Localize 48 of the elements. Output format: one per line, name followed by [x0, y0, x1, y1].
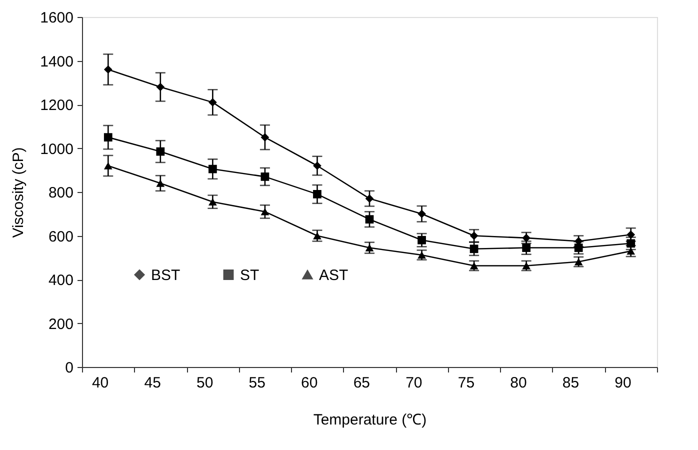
y-tick-label: 1200 [40, 97, 74, 114]
point [365, 194, 374, 203]
x-tick-label: 40 [92, 374, 109, 392]
point [470, 244, 478, 254]
point [208, 198, 217, 206]
legend-label: ST [240, 266, 260, 284]
point [626, 230, 636, 239]
point [418, 210, 426, 218]
y-tick-label: 600 [48, 228, 74, 246]
legend-label: BST [151, 266, 180, 284]
point [313, 162, 322, 170]
legend-label: AST [319, 266, 348, 284]
point [313, 232, 322, 240]
point [260, 208, 270, 216]
x-tick-label: 80 [510, 374, 527, 392]
y-tick-label: 800 [48, 184, 74, 202]
point [365, 244, 374, 252]
x-tick-label: 60 [301, 374, 318, 392]
x-tick-label: 75 [458, 374, 475, 392]
point [418, 236, 426, 244]
point [260, 172, 270, 181]
x-tick-label: 45 [144, 374, 161, 392]
point [208, 164, 217, 174]
y-axis-title: Viscosity (cP) [10, 147, 28, 238]
point [104, 133, 112, 142]
x-axis-title: Temperature (℃) [313, 412, 427, 428]
point [156, 147, 165, 156]
point [156, 82, 165, 92]
x-tick-label: 90 [614, 374, 632, 392]
y-tick-label: 1000 [40, 140, 74, 158]
y-tick-label: 1400 [40, 53, 74, 70]
point [156, 180, 165, 187]
y-tick-label: 400 [48, 272, 74, 289]
y-tick-label: 0 [65, 360, 74, 376]
point [104, 162, 112, 170]
x-tick-label: 65 [353, 374, 370, 392]
point [365, 215, 374, 224]
x-tick-label: 70 [406, 374, 422, 392]
x-tick-label: 50 [196, 374, 214, 392]
point [208, 98, 217, 106]
x-tick-label: 85 [562, 374, 580, 392]
point [104, 65, 112, 74]
point [260, 133, 270, 142]
y-tick-label: 1600 [40, 10, 74, 26]
point [522, 244, 530, 252]
x-tick-label: 55 [248, 374, 266, 392]
y-tick-label: 200 [48, 316, 74, 333]
point [313, 190, 322, 198]
